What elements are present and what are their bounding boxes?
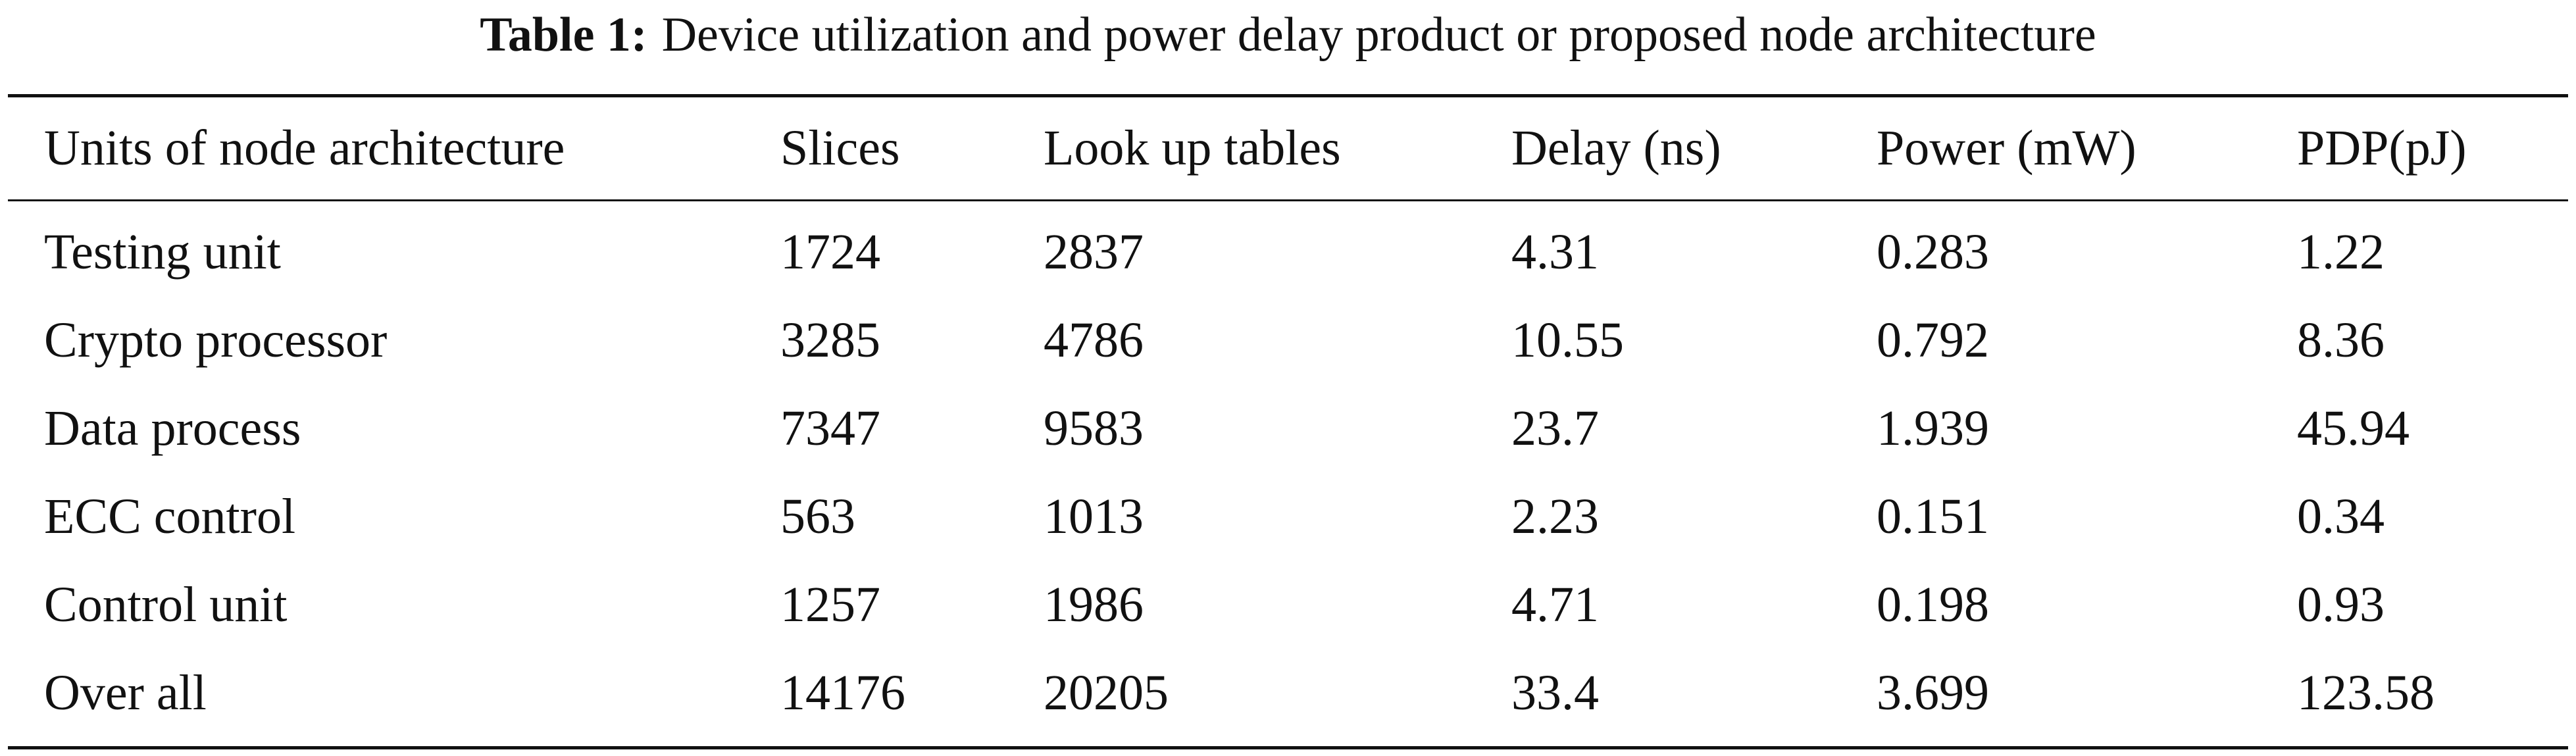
table-cell: 20205 <box>1044 665 1169 720</box>
table-cell: 10.55 <box>1511 313 1624 368</box>
table-cell: 1257 <box>780 577 880 632</box>
table-cell: 1.22 <box>2297 224 2385 280</box>
table-cell: 14176 <box>780 665 905 720</box>
table-cell: 0.34 <box>2297 489 2385 544</box>
table-cell: 4.31 <box>1511 224 1599 280</box>
table-cell: 1.939 <box>1877 401 1989 456</box>
table-cell: 4786 <box>1044 313 1144 368</box>
table-cell: 0.198 <box>1877 577 1989 632</box>
table-cell: 1724 <box>780 224 880 280</box>
header-cell: Units of node architecture <box>44 120 565 176</box>
header-cell: Delay (ns) <box>1511 120 1721 176</box>
header-cell: PDP(pJ) <box>2297 120 2467 176</box>
table-cell: 3285 <box>780 313 880 368</box>
table-cell: Data process <box>44 401 301 456</box>
header-cell: Slices <box>780 120 900 176</box>
table-cell: 0.283 <box>1877 224 1989 280</box>
table-cell: 563 <box>780 489 855 544</box>
table-caption: Table 1: Device utilization and power del… <box>0 5 2576 64</box>
caption-text: Device utilization and power delay produ… <box>661 8 2096 62</box>
table-cell: 0.151 <box>1877 489 1989 544</box>
header-rule <box>8 199 2568 201</box>
header-cell: Power (mW) <box>1877 120 2136 176</box>
header-cell: Look up tables <box>1044 120 1341 176</box>
table-cell: ECC control <box>44 489 296 544</box>
table-cell: 3.699 <box>1877 665 1989 720</box>
table-cell: 33.4 <box>1511 665 1599 720</box>
table-cell: 1986 <box>1044 577 1144 632</box>
table-cell: Control unit <box>44 577 288 632</box>
table-cell: 0.93 <box>2297 577 2385 632</box>
table-cell: 123.58 <box>2297 665 2435 720</box>
table-cell: 8.36 <box>2297 313 2385 368</box>
table-cell: 1013 <box>1044 489 1144 544</box>
table-cell: 4.71 <box>1511 577 1599 632</box>
table-cell: 2.23 <box>1511 489 1599 544</box>
top-rule <box>8 94 2568 97</box>
table-cell: 23.7 <box>1511 401 1599 456</box>
table-cell: 9583 <box>1044 401 1144 456</box>
bottom-rule <box>8 746 2568 749</box>
table-cell: Crypto processor <box>44 313 388 368</box>
table-cell: 0.792 <box>1877 313 1989 368</box>
table-cell: 45.94 <box>2297 401 2410 456</box>
table-cell: 7347 <box>780 401 880 456</box>
table-cell: 2837 <box>1044 224 1144 280</box>
table-cell: Testing unit <box>44 224 281 280</box>
caption-label: Table 1: <box>480 8 647 62</box>
table-cell: Over all <box>44 665 207 720</box>
